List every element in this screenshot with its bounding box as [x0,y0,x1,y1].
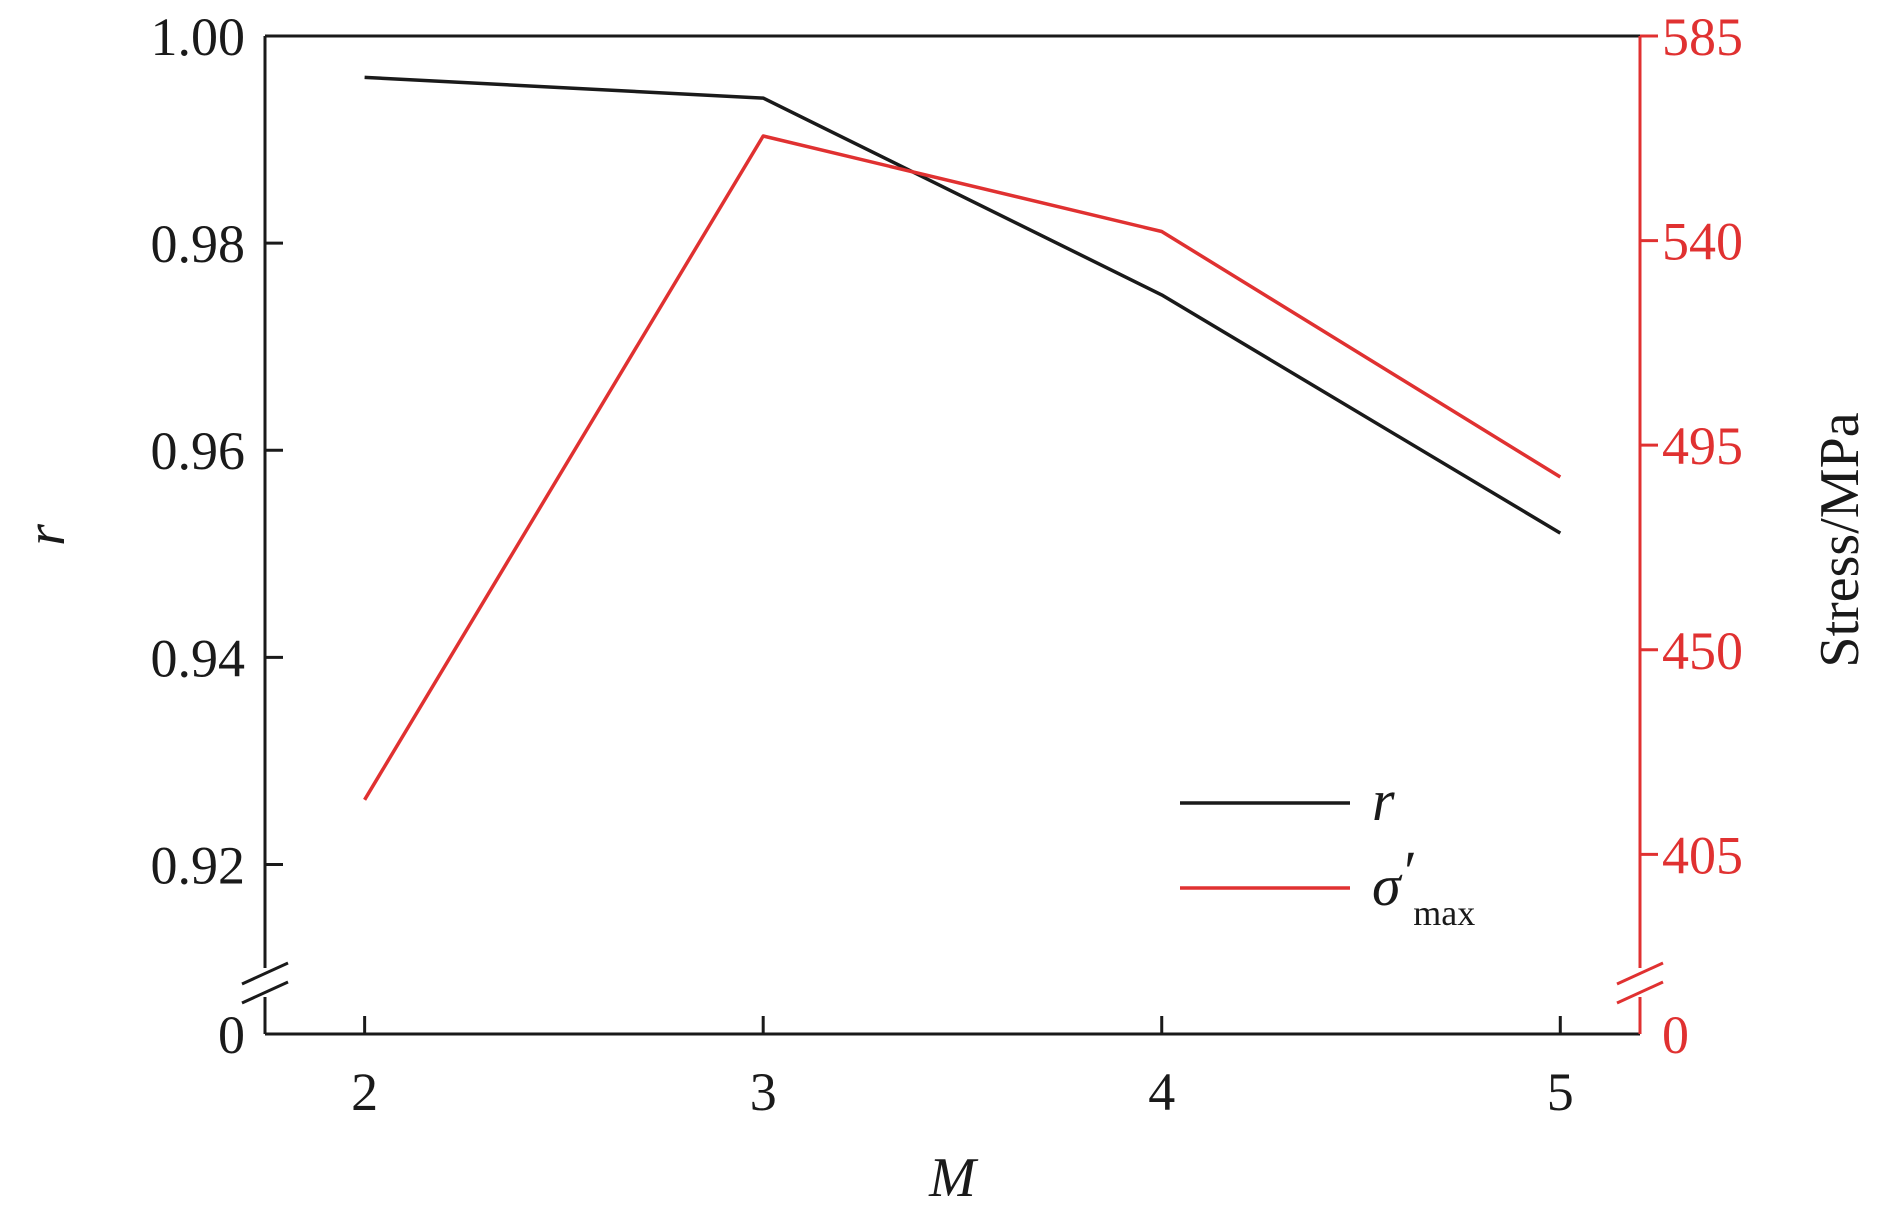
right-y-axis: 585 540 495 450 405 0 [1640,7,1743,1065]
left-tick-label: 0.96 [151,421,246,481]
legend-label-prime: ′ [1401,839,1415,904]
series-line-r [364,75,1562,535]
x-tick-label: 3 [750,1062,777,1122]
right-tick-label: 585 [1662,7,1743,67]
right-break-label: 0 [1662,1005,1689,1065]
right-tick-label: 450 [1662,621,1743,681]
left-axis-break-mark [241,961,289,986]
plot-frame [241,34,1664,1036]
x-tick-label: 5 [1547,1062,1574,1122]
right-y-axis-title: Stress/MPa [1809,412,1871,667]
x-tick-label: 2 [351,1062,378,1122]
right-tick-label: 540 [1662,212,1743,272]
right-tick-label: 495 [1662,416,1743,476]
left-tick-label: 1.00 [151,7,246,67]
left-y-axis: 1.00 0.98 0.96 0.94 0.92 0 [151,7,283,1065]
left-break-label: 0 [218,1005,245,1065]
left-y-axis-title: r [15,524,77,546]
legend-label: r [1372,768,1395,833]
left-tick-label: 0.94 [151,628,246,688]
series-line-sigma-max [363,134,1562,801]
right-axis-break-mark [1616,961,1664,986]
x-axis-title: M [928,1147,979,1209]
x-tick-label: 4 [1148,1062,1175,1122]
right-tick-label: 405 [1662,825,1743,885]
series-layer [363,75,1562,801]
x-axis: 2 3 4 5 [351,1016,1574,1122]
legend: rσ′max [1180,768,1475,933]
left-tick-label: 0.98 [151,214,246,274]
left-axis-break-mark [241,980,289,1005]
legend-label: σ′max [1372,839,1475,933]
right-axis-break-mark [1616,980,1664,1005]
legend-label-subscript: max [1413,893,1475,933]
left-tick-label: 0.92 [151,835,246,895]
